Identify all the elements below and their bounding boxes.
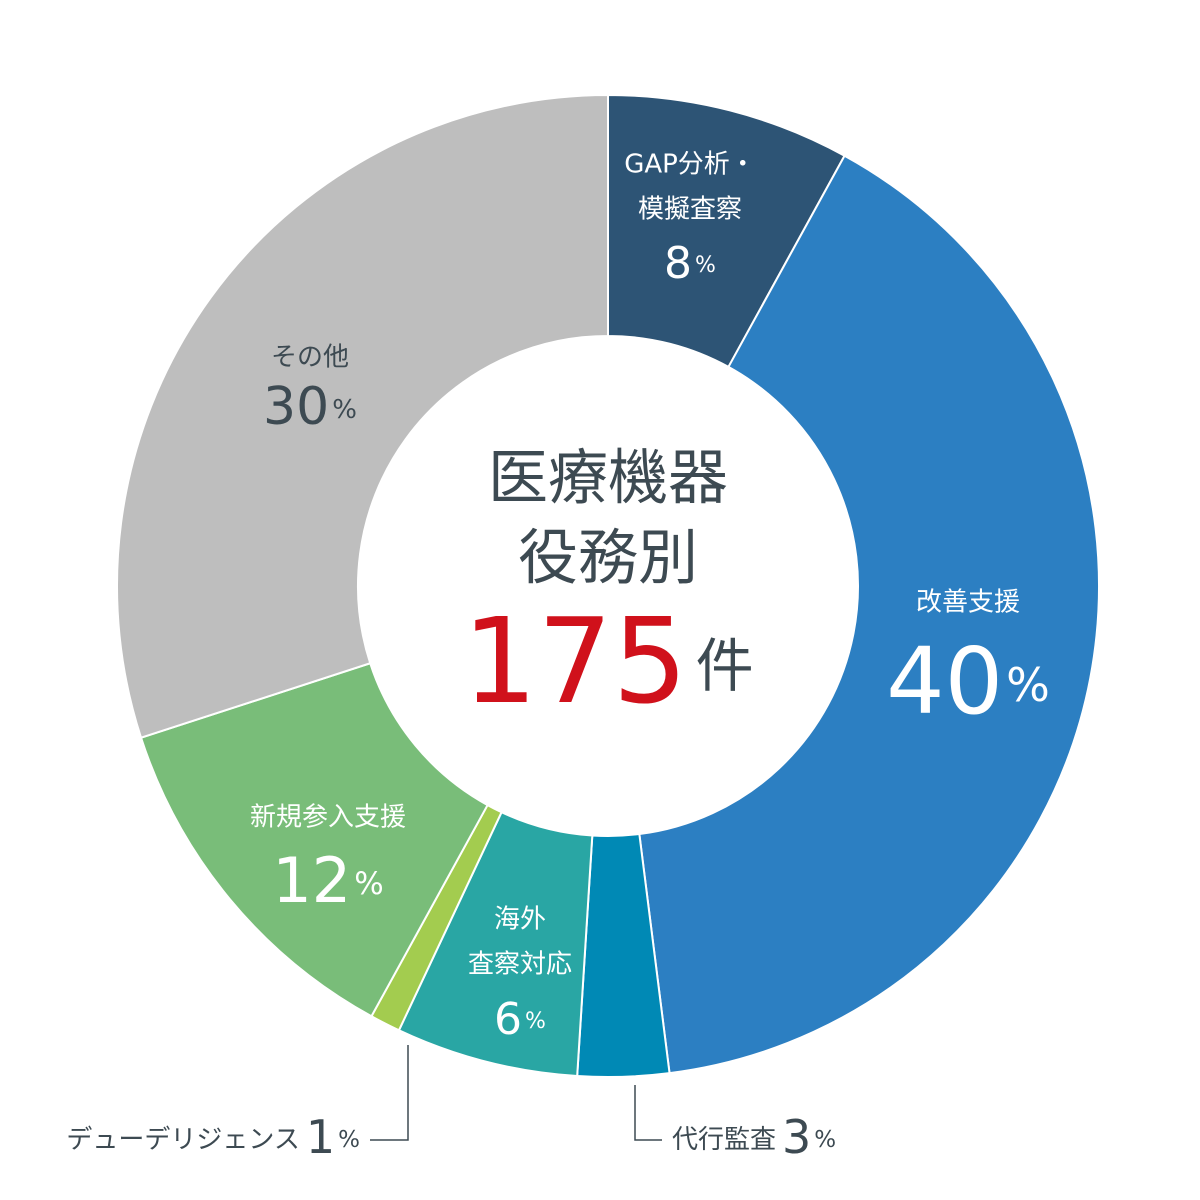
value-unit: % [338, 1127, 360, 1153]
segment-value: 12% [272, 844, 383, 917]
leader-line [634, 1085, 662, 1141]
value-unit: % [814, 1127, 836, 1153]
donut-segment [116, 93, 609, 739]
center-title: 医療機器 [488, 444, 728, 514]
value-unit: % [695, 253, 716, 278]
segment-label: 海外 [494, 905, 546, 935]
value-label: 6 [494, 994, 522, 1045]
value-label: 8 [664, 238, 692, 289]
total-unit: 件 [696, 632, 754, 700]
segment-label: 代行監査 3% [672, 1110, 836, 1164]
donut-segment [139, 661, 489, 1018]
segment-label: 改善支援 [916, 588, 1020, 618]
segment-label: 査察対応 [468, 950, 572, 980]
center-title: 役務別 [518, 524, 698, 594]
value-label: 40 [886, 628, 1003, 735]
center-total: 175 件 [462, 592, 753, 730]
segment-value: 6% [494, 994, 546, 1045]
value-label: 12 [272, 844, 351, 917]
value-unit: % [332, 395, 357, 425]
leader-line [370, 1045, 409, 1141]
segment-label: その他 [271, 343, 349, 373]
segment-label: 新規参入支援 [250, 803, 406, 833]
segment-label: GAP分析・ [624, 150, 756, 180]
segment-value: 30% [263, 377, 357, 437]
donut-segment [638, 154, 1100, 1075]
value-label: 30 [263, 377, 329, 437]
segment-label: 模擬査察 [638, 195, 742, 225]
value-unit: % [1006, 658, 1050, 712]
segment-name: デューデリジェンス [66, 1125, 299, 1155]
segment-value: 40% [886, 628, 1050, 735]
segment-name: 代行監査 [672, 1125, 776, 1155]
total-value: 175 [462, 592, 687, 730]
segment-value: 8% [664, 238, 716, 289]
value-unit: % [525, 1009, 546, 1034]
value-label: 3 [782, 1110, 811, 1164]
value-label: 1 [306, 1110, 335, 1164]
value-unit: % [354, 866, 383, 902]
segment-label: デューデリジェンス 1% [66, 1110, 360, 1164]
